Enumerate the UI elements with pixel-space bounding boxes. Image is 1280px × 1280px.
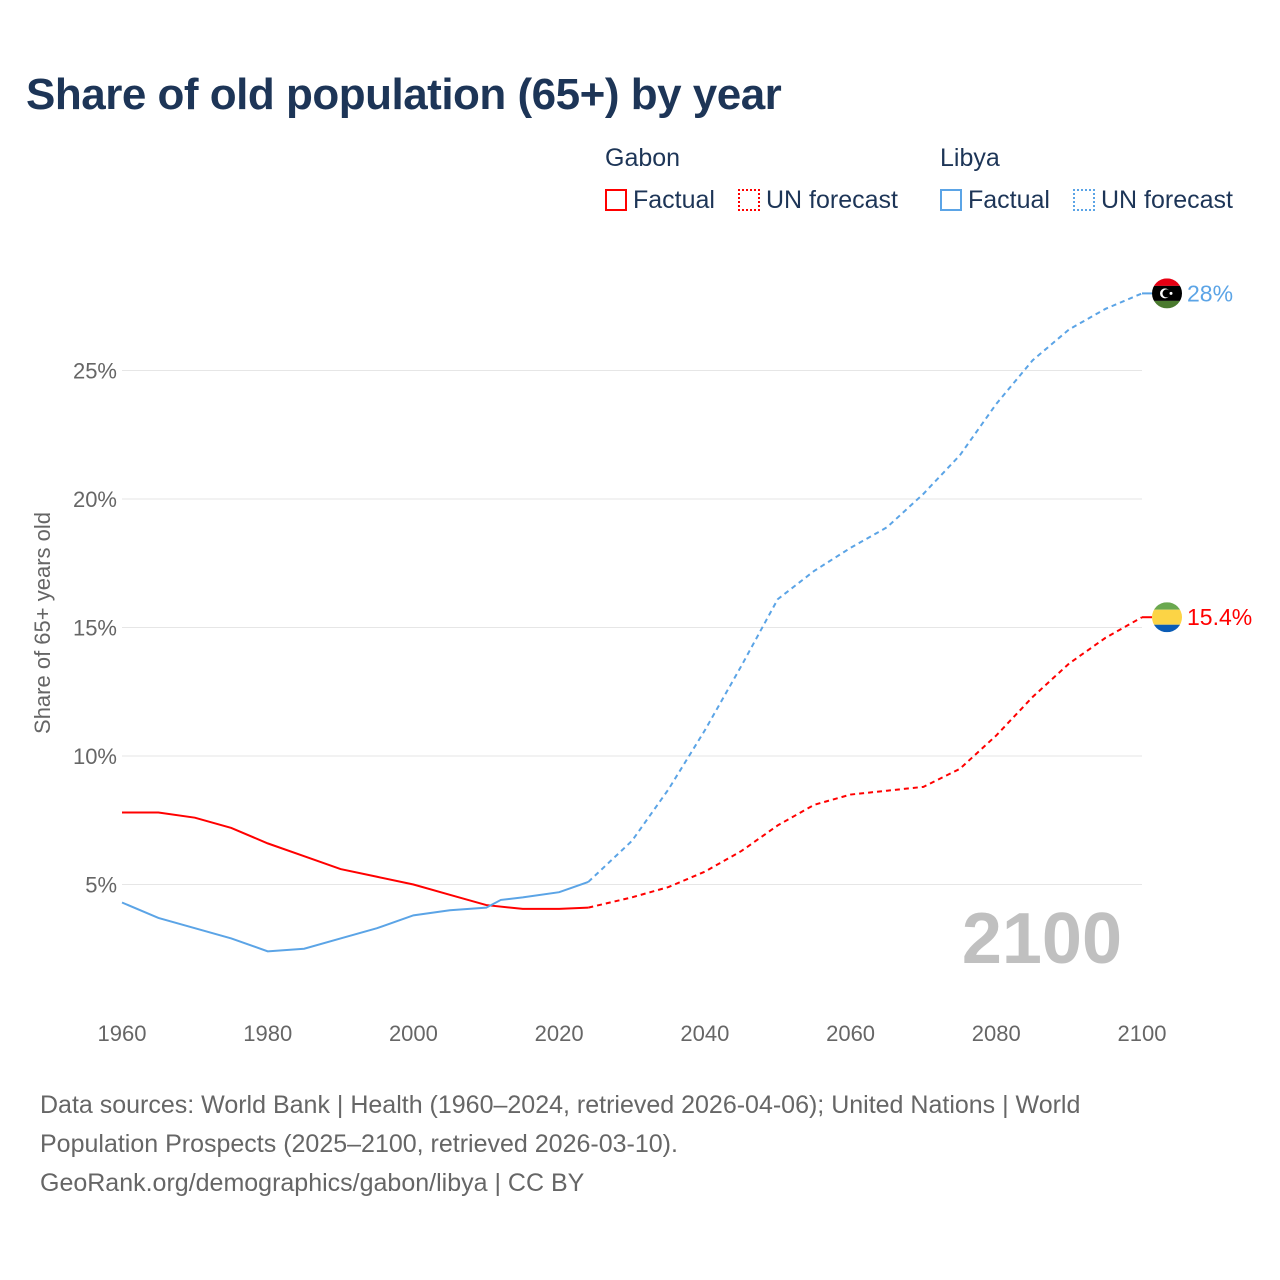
x-tick-label: 1960 — [98, 1021, 147, 1046]
x-tick-label: 2060 — [826, 1021, 875, 1046]
star-icon — [1169, 291, 1173, 295]
legend-swatch — [1073, 189, 1095, 211]
y-axis-label: Share of 65+ years old — [30, 512, 55, 734]
legend-swatch — [940, 189, 962, 211]
series-libya-forecast — [587, 292, 1143, 883]
x-tick-label: 2020 — [535, 1021, 584, 1046]
end-label-gabon: 15.4% — [1187, 604, 1252, 630]
legend-label: UN forecast — [1101, 186, 1233, 214]
x-tick-label: 2000 — [389, 1021, 438, 1046]
legend-swatch — [738, 189, 760, 211]
legend-libya-factual[interactable]: Factual — [940, 186, 1050, 215]
y-tick-label: 5% — [85, 873, 117, 898]
chart-title: Share of old population (65+) by year — [26, 70, 782, 119]
flag-gabon-icon — [1152, 602, 1182, 633]
legend-group-gabon: Gabon — [605, 144, 681, 172]
series-gabon-factual — [122, 811, 589, 910]
legend-gabon-factual[interactable]: Factual — [605, 186, 715, 215]
source-link[interactable]: GeoRank.org/demographics/gabon/libya | C… — [40, 1169, 585, 1197]
legend-label: Factual — [633, 186, 715, 214]
end-label-libya: 28% — [1187, 280, 1233, 306]
legend-label: Factual — [968, 186, 1050, 214]
series-gabon-forecast — [588, 616, 1143, 909]
source-line: Population Prospects (2025–2100, retriev… — [40, 1130, 678, 1158]
y-tick-label: 10% — [73, 744, 117, 769]
y-tick-label: 15% — [73, 616, 117, 641]
source-line: Data sources: World Bank | Health (1960–… — [40, 1091, 1081, 1119]
legend-swatch — [605, 189, 627, 211]
crescent-icon — [1162, 289, 1171, 298]
year-label: 2100 — [962, 899, 1122, 979]
y-tick-label: 25% — [73, 359, 117, 384]
legend-label: UN forecast — [766, 186, 898, 214]
y-tick-label: 20% — [73, 487, 117, 512]
legend-libya-forecast[interactable]: UN forecast — [1073, 186, 1233, 215]
x-tick-label: 2080 — [972, 1021, 1021, 1046]
x-tick-label: 2040 — [680, 1021, 729, 1046]
x-tick-label: 2100 — [1118, 1021, 1167, 1046]
series-libya-factual — [121, 880, 589, 953]
sources: Data sources: World Bank | Health (1960–… — [40, 1086, 1190, 1203]
legend-gabon-forecast[interactable]: UN forecast — [738, 186, 898, 215]
x-tick-label: 1980 — [243, 1021, 292, 1046]
legend-group-libya: Libya — [940, 144, 1000, 172]
